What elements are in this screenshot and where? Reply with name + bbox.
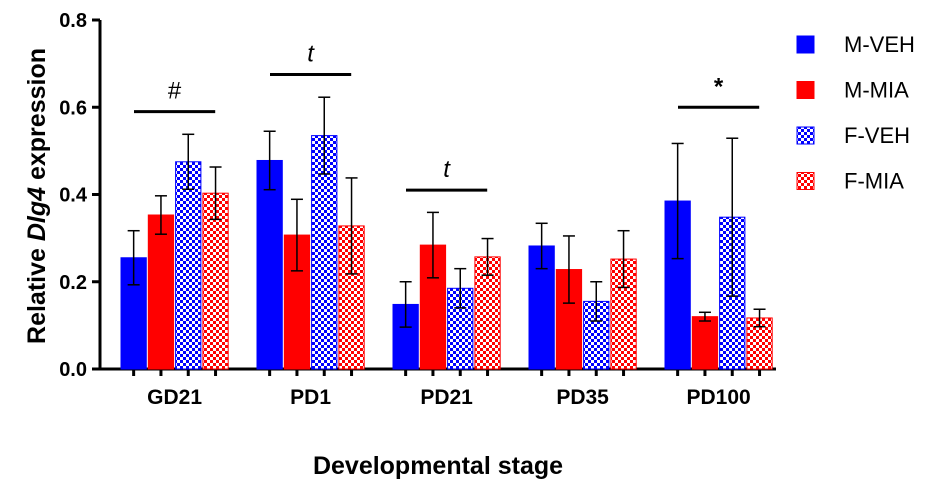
bar-m-mia-pd100 [691, 316, 719, 370]
significance-symbol-gd21: # [168, 78, 182, 105]
significance-annotations: # t t * [134, 41, 760, 192]
category-label-pd21: PD21 [420, 386, 473, 409]
y-axis [92, 18, 102, 371]
legend: M-VEH M-MIA F-VEH F-MIA [796, 32, 915, 194]
bars-group [120, 135, 773, 370]
bar-f-mia-gd21 [202, 192, 229, 370]
y-tick-labels: 0.0 0.2 0.4 0.6 0.8 [59, 10, 88, 381]
error-bars-group [127, 96, 766, 328]
y-tick-label: 0.4 [59, 185, 88, 207]
bar-m-mia-gd21 [147, 214, 175, 370]
legend-swatch-f-veh [796, 126, 815, 145]
category-label-pd35: PD35 [556, 386, 609, 409]
x-axis [99, 367, 776, 376]
y-tick-label: 0.2 [59, 272, 87, 294]
bar-m-veh-pd1 [256, 159, 283, 370]
legend-swatch-m-veh [796, 35, 815, 54]
y-axis-title: Relative Dlg4 expression [23, 48, 51, 344]
category-labels: GD21 PD1 PD21 PD35 PD100 [147, 386, 751, 409]
y-axis-title-gene: Dlg4 [23, 187, 51, 241]
legend-label-f-veh: F-VEH [844, 123, 910, 148]
significance-symbol-pd1: t [307, 41, 315, 68]
legend-label-m-mia: M-MIA [844, 78, 909, 103]
y-axis-title-prefix: Relative [23, 241, 51, 344]
legend-label-f-mia: F-MIA [844, 169, 904, 194]
category-label-pd100: PD100 [686, 386, 750, 409]
significance-symbol-pd100: * [714, 73, 724, 100]
y-tick-label: 0.6 [59, 97, 87, 119]
category-label-pd1: PD1 [290, 386, 331, 409]
legend-swatch-m-mia [796, 81, 815, 99]
x-axis-title: Developmental stage [313, 452, 563, 480]
category-label-gd21: GD21 [147, 386, 202, 409]
legend-swatch-f-mia [796, 172, 815, 190]
y-axis-title-suffix: expression [23, 48, 51, 187]
legend-label-m-veh: M-VEH [844, 32, 915, 57]
y-tick-label: 0.0 [59, 359, 87, 381]
bar-f-veh-gd21 [175, 161, 202, 370]
significance-symbol-pd21: t [443, 156, 451, 183]
y-tick-label: 0.8 [59, 10, 87, 32]
